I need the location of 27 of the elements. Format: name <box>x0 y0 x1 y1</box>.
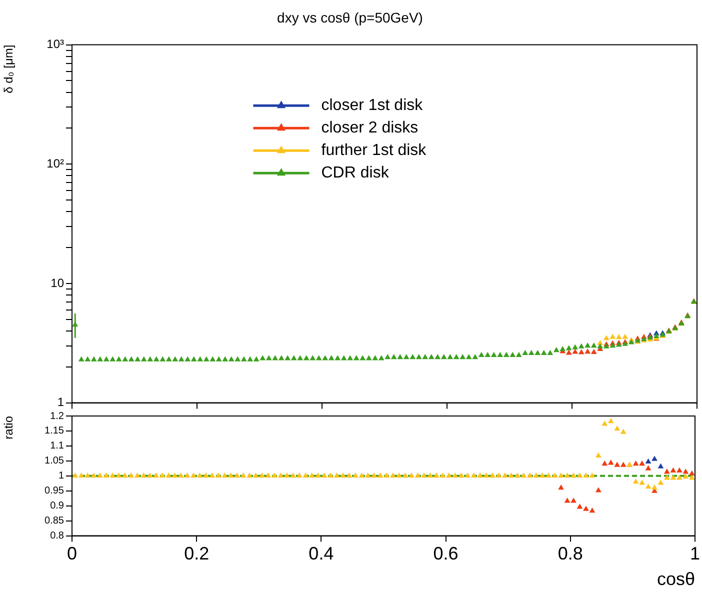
legend-label: closer 1st disk <box>321 97 424 114</box>
x-tick-label: 1 <box>690 544 700 564</box>
y-tick-label: 1.05 <box>44 456 64 467</box>
y-tick-label: 1 <box>57 395 64 410</box>
y-tick-label: 10 <box>50 276 64 290</box>
x-axis-title: cosθ <box>656 569 695 590</box>
y-tick-label: 1.15 <box>44 426 64 437</box>
legend-label: closer 2 disks <box>321 120 418 137</box>
y-tick-label: 10² <box>46 156 64 170</box>
y-tick-label: 1.1 <box>50 440 64 452</box>
y-tick-label: 0.95 <box>44 486 64 497</box>
y-tick-label: 1.2 <box>50 410 64 422</box>
y-tick-label: 0.9 <box>50 500 64 512</box>
legend-label: CDR disk <box>321 164 390 182</box>
x-tick-label: 0.2 <box>184 544 210 564</box>
x-tick-label: 0.4 <box>308 544 334 564</box>
legend-label: further 1st disk <box>321 142 428 160</box>
y-tick-label: 0.8 <box>50 530 64 542</box>
chart-title: dxy vs cosθ (p=50GeV) <box>277 9 423 26</box>
y-axis-title: ratio <box>2 416 16 440</box>
x-tick-label: 0.8 <box>558 544 583 564</box>
y-tick-label: 10³ <box>46 37 64 52</box>
x-tick-label: 0.6 <box>433 544 458 564</box>
y-tick-label: 1 <box>58 470 64 482</box>
y-axis-title: δ d₀ [μm] <box>2 44 16 94</box>
x-tick-label: 0 <box>66 544 78 564</box>
y-tick-label: 0.85 <box>44 516 64 527</box>
